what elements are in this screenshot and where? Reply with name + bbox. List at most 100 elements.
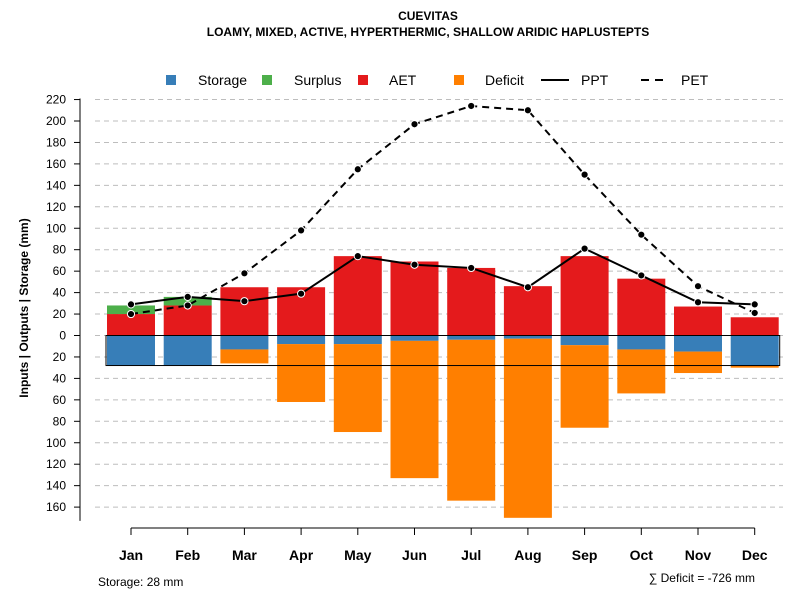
y-tick-label-6: 100 (46, 221, 66, 235)
point-ppt-nov (693, 298, 703, 307)
x-tick-label-mar: Mar (232, 547, 257, 563)
bar-deficit-oct (617, 349, 666, 394)
point-pet-dec (750, 308, 759, 318)
storage-capacity-box (105, 335, 781, 367)
x-tick-label-feb: Feb (175, 547, 200, 563)
y-tick-label-9: 40 (53, 286, 67, 300)
bar-deficit-may (333, 344, 382, 433)
legend-label-surplus: Surplus (294, 72, 341, 88)
line-pet (130, 104, 756, 316)
bar-storage-nov (674, 335, 722, 352)
y-axis-label: Inputs | Outputs | Storage (mm) (17, 218, 31, 397)
y-tick-label-8: 60 (53, 264, 67, 278)
bar-aet-may (333, 256, 382, 336)
legend-key-storage (166, 75, 176, 85)
point-ppt-feb (183, 292, 192, 301)
x-tick-label-nov: Nov (685, 547, 712, 563)
legend-label-pet: PET (681, 72, 709, 88)
bar-surplus-jan (107, 305, 155, 315)
point-ppt-apr (297, 289, 306, 298)
bar-aet-sep (560, 256, 609, 336)
y-tick-label-16: 100 (46, 436, 66, 450)
bar-storage-mar (220, 335, 269, 350)
bar-deficit-apr (277, 344, 326, 402)
x-tick-label-aug: Aug (514, 547, 541, 563)
bar-aet-feb (163, 305, 212, 336)
point-ppt-aug (523, 283, 533, 292)
point-pet-jan (126, 309, 136, 319)
bar-aet-jun (390, 261, 439, 336)
bar-storage-aug (503, 335, 552, 339)
bar-storage-oct (617, 335, 666, 350)
axes: 2202001801601401201008060402002040608010… (46, 93, 768, 563)
y-tick-label-1: 200 (46, 114, 66, 128)
x-tick-label-oct: Oct (630, 547, 654, 563)
x-tick-label-may: May (344, 547, 371, 563)
y-tick-label-18: 140 (46, 479, 66, 493)
legend: Storage Surplus AET Deficit PPT PET (166, 72, 709, 88)
bar-deficit-mar (220, 349, 269, 364)
y-tick-label-4: 140 (46, 178, 66, 192)
y-tick-label-17: 120 (46, 457, 66, 471)
y-tick-label-5: 120 (46, 200, 66, 214)
point-pet-mar (240, 269, 249, 278)
y-tick-label-3: 160 (46, 157, 66, 171)
x-tick-label-sep: Sep (572, 547, 598, 563)
storage-footer: Storage: 28 mm (98, 575, 183, 589)
point-pet-feb (183, 301, 192, 310)
point-pet-oct (637, 230, 646, 239)
point-pet-sep (580, 170, 589, 179)
x-tick-label-dec: Dec (742, 547, 768, 563)
legend-key-surplus (262, 75, 272, 85)
point-ppt-sep (580, 244, 589, 253)
storage-capacity-outline (105, 335, 781, 367)
bar-deficit-jun (390, 340, 439, 479)
chart-title: CUEVITAS (398, 9, 458, 23)
bar-aet-nov (674, 306, 722, 336)
point-ppt-mar (240, 297, 249, 306)
y-tick-label-10: 20 (53, 307, 67, 321)
legend-label-deficit: Deficit (485, 72, 524, 88)
y-tick-label-12: 20 (53, 350, 67, 364)
point-pet-nov (693, 282, 703, 291)
y-tick-label-11: 0 (59, 329, 66, 343)
legend-key-aet (358, 75, 368, 85)
point-ppt-jun (410, 260, 419, 269)
legend-key-deficit (454, 75, 464, 85)
point-ppt-may (353, 252, 362, 261)
y-tick-label-15: 80 (53, 414, 67, 428)
bar-aet-jul (447, 267, 496, 336)
bar-aet-oct (617, 278, 666, 336)
bar-storage-may (333, 335, 382, 345)
y-tick-label-19: 160 (46, 500, 66, 514)
bar-aet-aug (503, 286, 552, 336)
bar-aet-mar (220, 287, 269, 336)
bars (107, 256, 779, 518)
point-pet-jul (467, 101, 476, 111)
chart-subtitle: LOAMY, MIXED, ACTIVE, HYPERTHERMIC, SHAL… (207, 25, 649, 39)
x-tick-label-jun: Jun (402, 547, 427, 563)
bar-deficit-nov (674, 351, 722, 374)
bar-storage-feb (163, 335, 212, 366)
y-tick-label-0: 220 (46, 93, 66, 107)
legend-label-ppt: PPT (581, 72, 609, 88)
y-tick-label-2: 180 (46, 135, 66, 149)
x-tick-label-jul: Jul (461, 547, 481, 563)
point-ppt-jan (126, 300, 136, 309)
x-tick-label-jan: Jan (119, 547, 143, 563)
legend-label-aet: AET (389, 72, 417, 88)
point-pet-apr (297, 226, 306, 235)
series-lines (126, 101, 759, 319)
y-tick-label-13: 40 (53, 371, 67, 385)
deficit-footer: ∑ Deficit = -726 mm (649, 571, 755, 585)
bar-storage-jan (107, 335, 155, 366)
y-tick-label-7: 80 (53, 243, 67, 257)
legend-label-storage: Storage (198, 72, 247, 88)
bar-deficit-jul (447, 339, 496, 501)
point-pet-may (353, 165, 362, 174)
point-ppt-jul (467, 263, 476, 273)
point-pet-jun (410, 120, 419, 129)
bar-storage-sep (560, 335, 609, 346)
bar-surplus-feb (163, 296, 212, 306)
